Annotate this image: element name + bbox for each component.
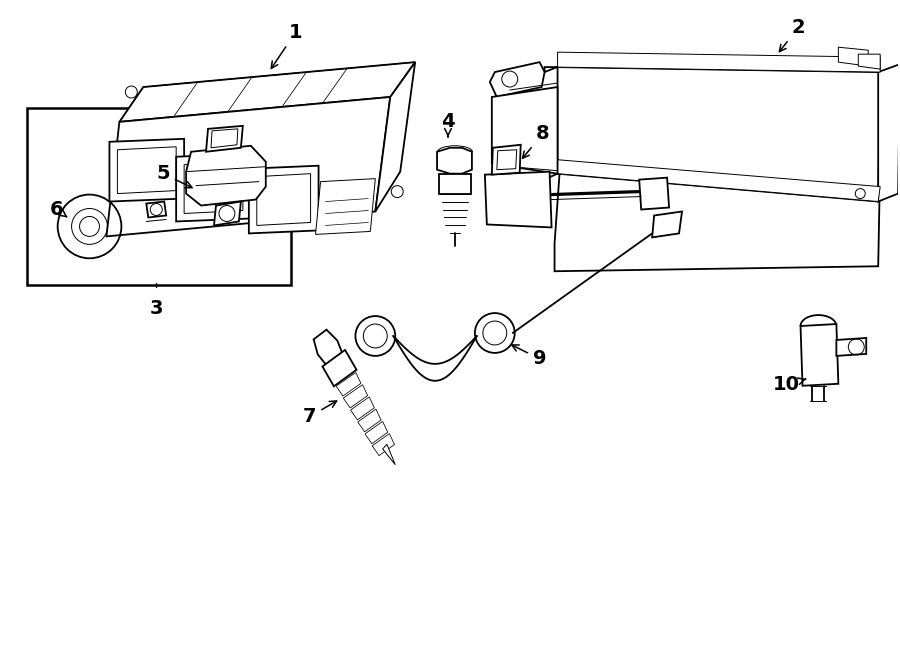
Polygon shape	[206, 126, 243, 152]
Polygon shape	[375, 62, 415, 212]
Polygon shape	[256, 174, 310, 225]
Polygon shape	[214, 202, 241, 225]
Polygon shape	[358, 409, 381, 432]
Polygon shape	[110, 139, 184, 202]
Polygon shape	[343, 385, 367, 408]
Polygon shape	[248, 166, 319, 233]
Polygon shape	[365, 422, 388, 444]
Bar	[27, 108, 291, 285]
Polygon shape	[557, 160, 880, 202]
Circle shape	[356, 316, 395, 356]
Text: 2: 2	[779, 18, 806, 52]
Polygon shape	[117, 147, 176, 194]
Polygon shape	[800, 324, 839, 386]
Polygon shape	[859, 54, 880, 69]
Polygon shape	[184, 162, 243, 214]
Text: 3: 3	[149, 299, 163, 318]
Polygon shape	[878, 64, 900, 202]
Polygon shape	[120, 62, 415, 122]
Polygon shape	[497, 150, 517, 170]
Polygon shape	[491, 87, 557, 174]
Polygon shape	[839, 47, 868, 66]
Polygon shape	[350, 397, 374, 420]
Polygon shape	[186, 146, 266, 206]
Polygon shape	[373, 434, 394, 455]
Polygon shape	[639, 178, 669, 210]
Text: 10: 10	[773, 375, 806, 394]
Polygon shape	[439, 174, 471, 194]
Polygon shape	[490, 62, 544, 97]
Polygon shape	[322, 350, 356, 386]
Text: 4: 4	[441, 112, 454, 137]
Text: 8: 8	[523, 124, 549, 158]
Text: 7: 7	[303, 401, 337, 426]
Polygon shape	[313, 330, 342, 364]
Circle shape	[475, 313, 515, 353]
Polygon shape	[336, 373, 361, 396]
Polygon shape	[652, 212, 682, 237]
Text: 5: 5	[157, 164, 192, 188]
Polygon shape	[437, 148, 472, 174]
Polygon shape	[485, 172, 552, 227]
Polygon shape	[176, 154, 251, 221]
Polygon shape	[316, 178, 375, 235]
Polygon shape	[147, 202, 166, 217]
Text: 9: 9	[512, 345, 546, 368]
Text: 1: 1	[271, 22, 302, 68]
Polygon shape	[211, 129, 238, 148]
Polygon shape	[557, 52, 880, 72]
Polygon shape	[540, 62, 880, 271]
Polygon shape	[491, 145, 521, 175]
Polygon shape	[836, 338, 866, 356]
Polygon shape	[106, 97, 391, 237]
Polygon shape	[382, 444, 395, 465]
Text: 6: 6	[50, 200, 67, 219]
Polygon shape	[557, 67, 880, 202]
